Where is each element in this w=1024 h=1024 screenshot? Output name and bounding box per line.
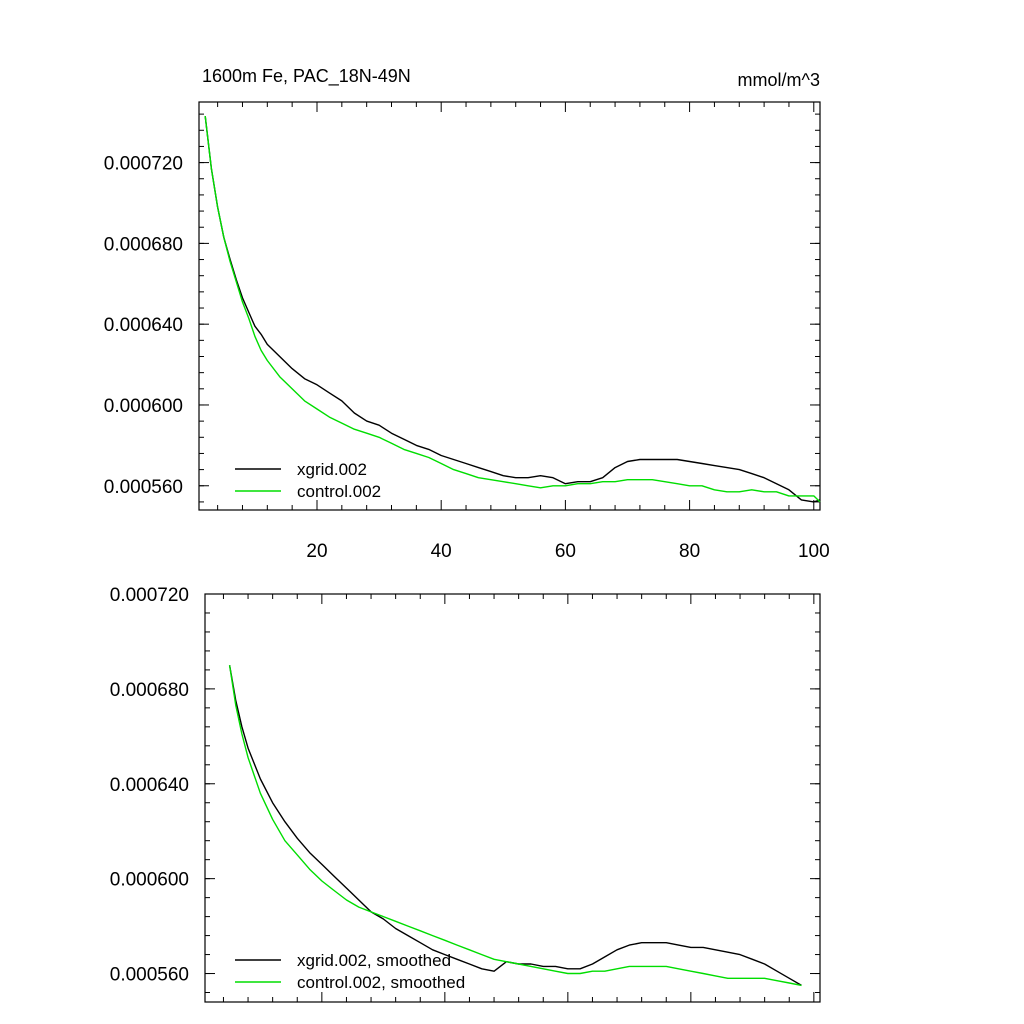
series-line-control-002 bbox=[204, 116, 821, 503]
y-tick-label: 0.000560 bbox=[104, 477, 183, 498]
x-tick-label: 80 bbox=[679, 541, 700, 562]
plot-frame-bottom bbox=[204, 593, 821, 1003]
series-line-control-002-smoothed bbox=[228, 665, 802, 987]
series-line-xgrid-002 bbox=[204, 116, 821, 503]
y-tick-label: 0.000680 bbox=[104, 234, 183, 255]
y-tick-label: 0.000600 bbox=[110, 870, 189, 891]
top-panel: 1600m Fe, PAC_18N-49N mmol/m^3 0.0007200… bbox=[104, 66, 830, 562]
y-tick-label: 0.000640 bbox=[104, 315, 183, 336]
y-tick-label: 0.000560 bbox=[110, 965, 189, 986]
series-group-bottom bbox=[228, 665, 802, 987]
x-tick-label: 40 bbox=[431, 541, 452, 562]
y-tick-label: 0.000680 bbox=[110, 680, 189, 701]
x-tick-label: 100 bbox=[798, 541, 830, 562]
y-tick-label: 0.000720 bbox=[104, 154, 183, 175]
legend-top: xgrid.002 control.002 bbox=[235, 460, 381, 501]
tick-group-top: 0.000720 0.000680 0.000640 0.000600 0.000560… bbox=[104, 102, 830, 562]
series-group-top bbox=[204, 116, 821, 503]
legend-label-xgrid: xgrid.002 bbox=[297, 460, 367, 479]
y-tick-label: 0.000640 bbox=[110, 775, 189, 796]
tick-group-bottom: 0.000720 0.000680 0.000640 0.000600 0.000560 bbox=[110, 585, 820, 1002]
chart-title: 1600m Fe, PAC_18N-49N bbox=[202, 66, 411, 87]
y-tick-label: 0.000600 bbox=[104, 396, 183, 417]
plot-frame-top bbox=[198, 101, 821, 511]
x-tick-label: 20 bbox=[306, 541, 327, 562]
legend-bottom: xgrid.002, smoothed control.002, smoothe… bbox=[235, 951, 465, 992]
bottom-panel: 0.000720 0.000680 0.000640 0.000600 0.000560… bbox=[110, 585, 821, 1003]
legend-label-xgrid-smoothed: xgrid.002, smoothed bbox=[297, 951, 451, 970]
legend-label-control-smoothed: control.002, smoothed bbox=[297, 973, 465, 992]
x-tick-label: 60 bbox=[555, 541, 576, 562]
legend-label-control: control.002 bbox=[297, 482, 381, 501]
y-tick-label: 0.000720 bbox=[110, 585, 189, 606]
units-label: mmol/m^3 bbox=[738, 70, 820, 90]
